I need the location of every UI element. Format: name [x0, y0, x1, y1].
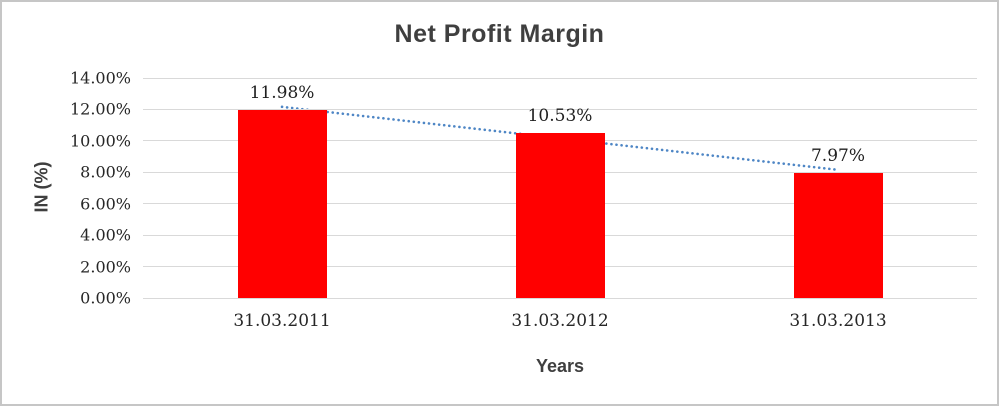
chart-title: Net Profit Margin — [394, 20, 605, 48]
x-tick-label: 31.03.2013 — [789, 311, 887, 331]
x-tick-label: 31.03.2012 — [511, 311, 609, 331]
x-tick-label: 31.03.2011 — [233, 311, 331, 331]
bar-data-label: 10.53% — [527, 105, 593, 126]
y-tick-label: 4.00% — [80, 225, 131, 245]
y-tick-label: 12.00% — [69, 99, 131, 119]
gridline — [143, 297, 977, 299]
y-tick-label: 0.00% — [80, 288, 131, 308]
y-tick-label: 2.00% — [80, 257, 131, 277]
bar-31.03.2013 — [793, 172, 883, 298]
bar-data-label: 7.97% — [810, 145, 866, 166]
y-tick-label: 14.00% — [69, 68, 131, 88]
bar-31.03.2012 — [515, 132, 605, 298]
bar-data-label: 11.98% — [249, 82, 315, 103]
gridline — [143, 77, 977, 79]
x-axis-title: Years — [535, 356, 585, 376]
y-tick-label: 6.00% — [80, 194, 131, 214]
y-tick-label: 10.00% — [69, 131, 131, 151]
y-tick-label: 8.00% — [80, 162, 131, 182]
gridline — [143, 108, 977, 110]
bar-31.03.2011 — [237, 109, 327, 298]
